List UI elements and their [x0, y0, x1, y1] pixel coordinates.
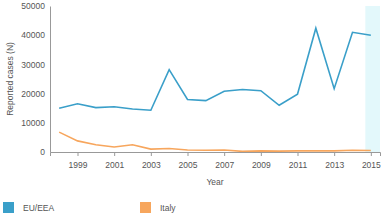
x-tick: 2011 [289, 152, 308, 170]
y-tick-label: 20000 [21, 89, 45, 99]
x-tick-mark [151, 152, 152, 156]
legend: EU/EEA Italy [3, 202, 176, 213]
y-tick-label: 30000 [21, 60, 45, 70]
x-tick: 2003 [142, 152, 161, 170]
x-axis-line [51, 153, 381, 157]
y-axis-line [50, 7, 51, 153]
x-tick-label: 1999 [69, 160, 88, 170]
y-tick-label: 0 [40, 147, 45, 157]
plot: 1999 2001 2003 2005 2007 2009 2011 2013 2015 0 100… [21, 1, 381, 170]
y-tick: 50000 [21, 1, 50, 11]
series-line [59, 132, 371, 151]
x-tick-mark [298, 152, 299, 156]
x-tick-label: 2001 [105, 160, 124, 170]
x-tick-mark [78, 152, 79, 156]
chart: 1999 2001 2003 2005 2007 2009 2011 2013 2015 0 100… [0, 0, 387, 220]
x-tick-label: 2009 [252, 160, 271, 170]
x-tick-mark [261, 152, 262, 156]
x-tick-mark [114, 152, 115, 156]
y-tick: 10000 [21, 118, 50, 128]
x-tick-mark [224, 152, 225, 156]
legend-label: EU/EEA [23, 203, 55, 213]
legend-item: Italy [140, 202, 176, 213]
plot-area [59, 6, 380, 152]
legend-item: EU/EEA [3, 202, 55, 213]
x-axis-title: Year [206, 177, 223, 187]
x-tick: 2015 [362, 152, 381, 170]
x-tick-label: 2011 [289, 160, 308, 170]
x-tick: 2013 [325, 152, 344, 170]
x-tick: 1999 [69, 152, 88, 170]
x-tick-label: 2007 [215, 160, 234, 170]
y-axis-title: Reported cases (N) [5, 42, 15, 116]
x-tick: 2009 [252, 152, 271, 170]
x-axis: 1999 2001 2003 2005 2007 2009 2011 2013 2015 [51, 152, 382, 170]
y-tick-label: 40000 [21, 30, 45, 40]
y-tick: 40000 [21, 30, 50, 40]
y-axis: 0 10000 20000 30000 40000 50000 [21, 1, 50, 157]
x-tick-mark [371, 152, 372, 156]
y-tick: 0 [40, 147, 50, 157]
x-tick: 2001 [105, 152, 124, 170]
x-tick-label: 2003 [142, 160, 161, 170]
y-tick: 20000 [21, 89, 50, 99]
x-tick-mark [334, 152, 335, 156]
x-tick-label: 2013 [325, 160, 344, 170]
legend-swatch [3, 202, 14, 213]
y-tick-label: 50000 [21, 1, 45, 11]
x-tick-mark [188, 152, 189, 156]
legend-swatch [140, 202, 151, 213]
series-line [59, 28, 371, 110]
x-tick-label: 2005 [179, 160, 198, 170]
y-tick-label: 10000 [21, 118, 45, 128]
x-tick-label: 2015 [362, 160, 381, 170]
y-tick: 30000 [21, 60, 50, 70]
x-tick: 2005 [179, 152, 198, 170]
highlight-band [365, 6, 380, 152]
x-tick: 2007 [215, 152, 234, 170]
legend-label: Italy [160, 203, 176, 213]
